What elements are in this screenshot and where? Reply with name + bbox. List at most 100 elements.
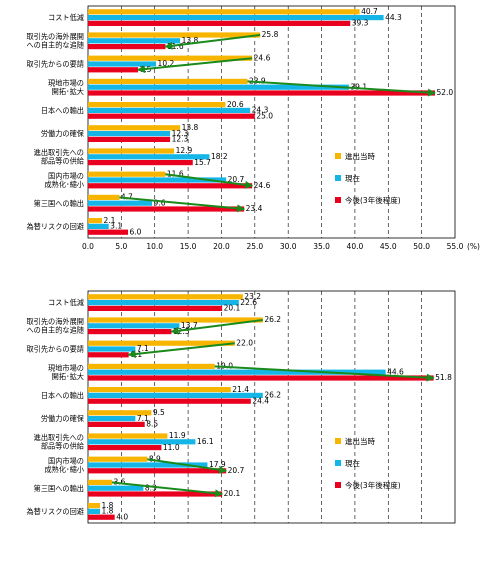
category-label: コスト低減 [48,13,84,22]
category-label: 第三国への輸出 [34,484,84,493]
legend-swatch [335,482,341,488]
bar [88,375,434,381]
trend-arrow [214,365,435,382]
bar [88,113,255,119]
bar [88,136,171,142]
data-label: 11.9 [169,431,186,440]
category-label: 為替リスクの回避 [26,222,84,231]
bar [88,107,251,113]
data-label: 23.4 [246,204,263,213]
trend-arrow [165,173,254,189]
bar [88,352,129,358]
data-label: 20.1 [224,304,241,313]
data-label: 44.3 [385,13,402,22]
bar [88,154,210,160]
bar [88,479,113,485]
category-label: 取引先の海外展開への自主的な追随 [26,32,84,50]
bar [88,90,435,96]
x-tick-label: 30.0 [280,242,297,251]
x-tick-label: 25.0 [246,242,263,251]
data-label: 24.6 [254,53,271,62]
bar [88,340,235,346]
plot-frame [87,290,456,524]
legend-swatch [335,438,341,444]
trend-arrow [164,34,261,50]
trend-arrow [137,57,253,74]
bar [88,514,115,520]
trend-arrow [247,80,436,97]
data-label: 12.3 [172,129,189,138]
bar [88,445,162,451]
bar [88,369,386,375]
data-label: 9.6 [154,198,166,207]
trend-arrow [127,342,235,359]
category-label: 取引先からの要請 [26,345,84,354]
data-label: 20.6 [227,100,244,109]
category-label: 現地市場の開拓･拡大 [48,79,84,97]
bar [88,183,253,189]
bar [88,38,181,44]
legend-label: 今後(3年後程度) [345,195,401,205]
data-label: 22.0 [236,338,253,347]
legend-swatch [335,175,341,181]
bar [88,32,261,38]
bar [88,305,223,311]
bar [88,300,239,306]
data-label: 8.5 [146,420,158,429]
data-label: 20.7 [228,466,245,475]
category-label: 国内市場の成熟化･縮小 [44,171,84,189]
bar [88,468,227,474]
bar [88,223,109,229]
data-label: 17.9 [209,460,226,469]
bar [88,329,172,335]
data-label: 20.1 [224,489,241,498]
bar [88,177,227,183]
bar [88,387,231,393]
bar [88,102,226,108]
category-label: 進出取引先への部品等の供給 [34,148,85,166]
bar [88,131,171,137]
legend-label: 進出当時 [345,436,375,446]
category-label: 労働力の確保 [41,129,85,138]
bar [88,44,166,50]
data-label: 40.7 [361,7,378,16]
bar [88,456,148,462]
bar [88,9,360,15]
x-tick-label: 35.0 [313,242,330,251]
bar [88,433,168,439]
data-label: 4.7 [121,193,133,202]
bar [88,323,180,329]
legend-label: 現在 [345,173,360,183]
bar [88,194,120,200]
bar [88,200,153,206]
x-tick-label: 20.0 [213,242,230,251]
category-label: 取引先からの要請 [26,60,84,69]
bar [88,67,139,73]
data-label: 10.2 [158,59,175,68]
data-label: 7.1 [137,344,149,353]
data-label: 20.7 [228,175,245,184]
legend-swatch [335,460,341,466]
bar [88,20,351,26]
data-label: 6.0 [130,227,142,236]
data-label: 2.1 [104,216,116,225]
bar [88,55,253,61]
data-label: 24.4 [252,396,269,405]
data-label: 13.8 [182,123,199,132]
data-label: 44.6 [387,367,404,376]
chart-panel-top: コスト低減 取引先の海外展開への自主的な追随 取引先からの要請 現地市場の開拓･拡大日… [26,5,480,251]
bar [88,171,166,177]
bar [88,160,193,166]
data-label: 15.7 [194,158,211,167]
data-label: 26.2 [264,315,281,324]
x-tick-label: 5.0 [115,242,127,251]
data-label: 3.1 [110,222,122,231]
data-label: 13.7 [181,321,198,330]
trend-arrow [111,481,224,498]
bar [88,294,243,300]
category-label: コスト低減 [48,298,84,307]
data-label: 1.8 [102,501,114,510]
bar [88,148,175,154]
legend-label: 今後(3年後程度) [345,480,401,490]
plot-frame [87,5,456,239]
